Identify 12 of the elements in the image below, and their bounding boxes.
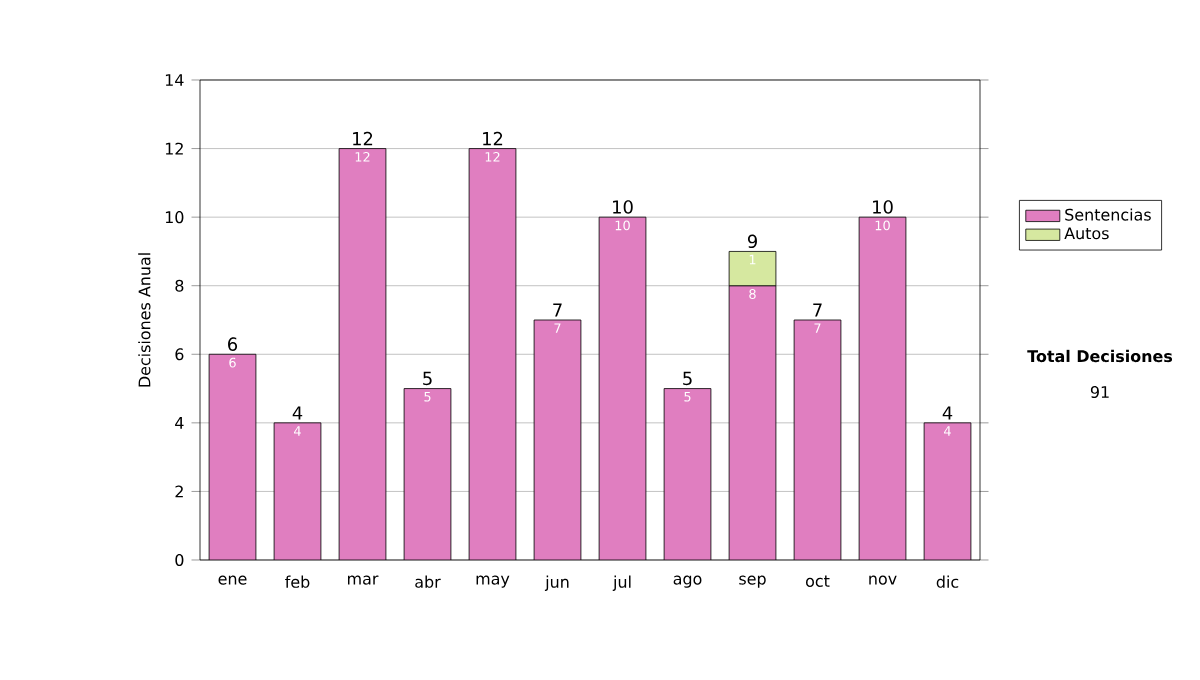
total-label: 12 <box>353 131 373 146</box>
total-label: 7 <box>813 303 822 317</box>
total-label: 12 <box>483 131 503 146</box>
total-label: 4 <box>942 406 953 420</box>
total-label: 6 <box>228 337 238 351</box>
total-label: 5 <box>683 371 692 386</box>
total-label: 4 <box>292 406 303 420</box>
total-label: 10 <box>613 200 633 214</box>
total-label: 10 <box>873 200 893 214</box>
total-label: 9 <box>747 234 757 249</box>
total-label: 7 <box>553 303 562 317</box>
total-label: 5 <box>423 371 432 386</box>
